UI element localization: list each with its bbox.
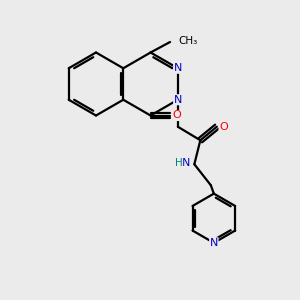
Text: N: N	[174, 95, 182, 105]
Text: N: N	[174, 63, 182, 73]
Text: H: H	[175, 158, 183, 168]
Text: N: N	[182, 158, 190, 168]
Text: O: O	[172, 110, 181, 121]
Text: CH₃: CH₃	[178, 35, 198, 46]
Text: O: O	[219, 122, 228, 132]
Text: N: N	[210, 238, 218, 248]
